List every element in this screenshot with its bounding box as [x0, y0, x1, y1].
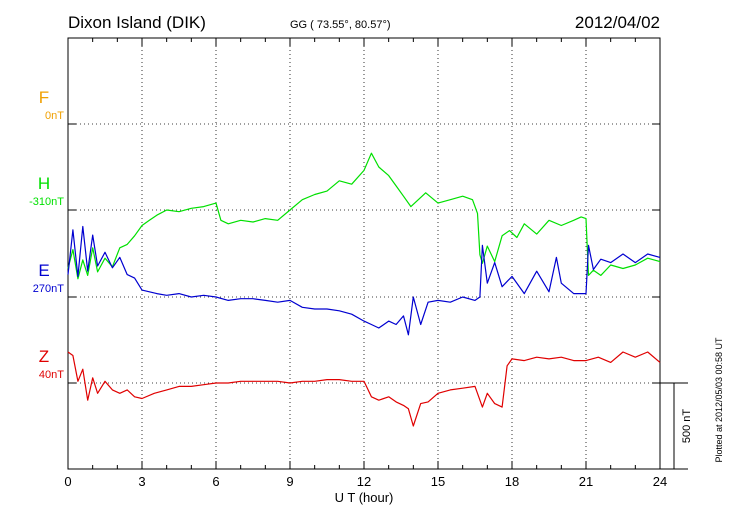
series-name-e: E: [38, 261, 49, 280]
series-line-z: [67, 351, 661, 427]
scale-bar: 500 nT: [660, 382, 693, 470]
x-tick-label: 24: [653, 474, 667, 489]
series-labels: F 0nT H -310nT E 270nT Z 40nT: [29, 88, 64, 381]
x-tick-label: 6: [212, 474, 219, 489]
x-tick-label: 9: [286, 474, 293, 489]
x-tick-label: 3: [138, 474, 145, 489]
series-base-f: 0nT: [45, 110, 64, 122]
x-tick-labels: 0 3 6 9 12 15 18 21 24: [64, 474, 667, 489]
series-base-h: -310nT: [29, 196, 64, 208]
axis-ticks: [67, 38, 661, 469]
x-tick-label: 21: [579, 474, 593, 489]
station-title: Dixon Island (DIK): [68, 13, 206, 32]
series-lines: [67, 152, 661, 427]
series-name-z: Z: [39, 347, 49, 366]
scale-bar-label: 500 nT: [681, 409, 693, 444]
series-base-e: 270nT: [33, 283, 64, 295]
date-label: 2012/04/02: [575, 13, 660, 32]
series-line-e: [67, 225, 661, 336]
series-name-h: H: [38, 174, 50, 193]
gridlines: [68, 38, 660, 469]
series-base-z: 40nT: [39, 369, 64, 381]
series-line-h: [67, 152, 661, 280]
x-tick-label: 12: [357, 474, 371, 489]
series-name-f: F: [39, 88, 49, 107]
station-coords: GG ( 73.55°, 80.57°): [290, 19, 391, 31]
x-tick-label: 18: [505, 474, 519, 489]
x-tick-label: 15: [431, 474, 445, 489]
x-axis-label: U T (hour): [335, 490, 394, 505]
x-tick-label: 0: [64, 474, 71, 489]
plotted-note: Plotted at 2012/05/03 00:58 UT: [714, 337, 724, 463]
